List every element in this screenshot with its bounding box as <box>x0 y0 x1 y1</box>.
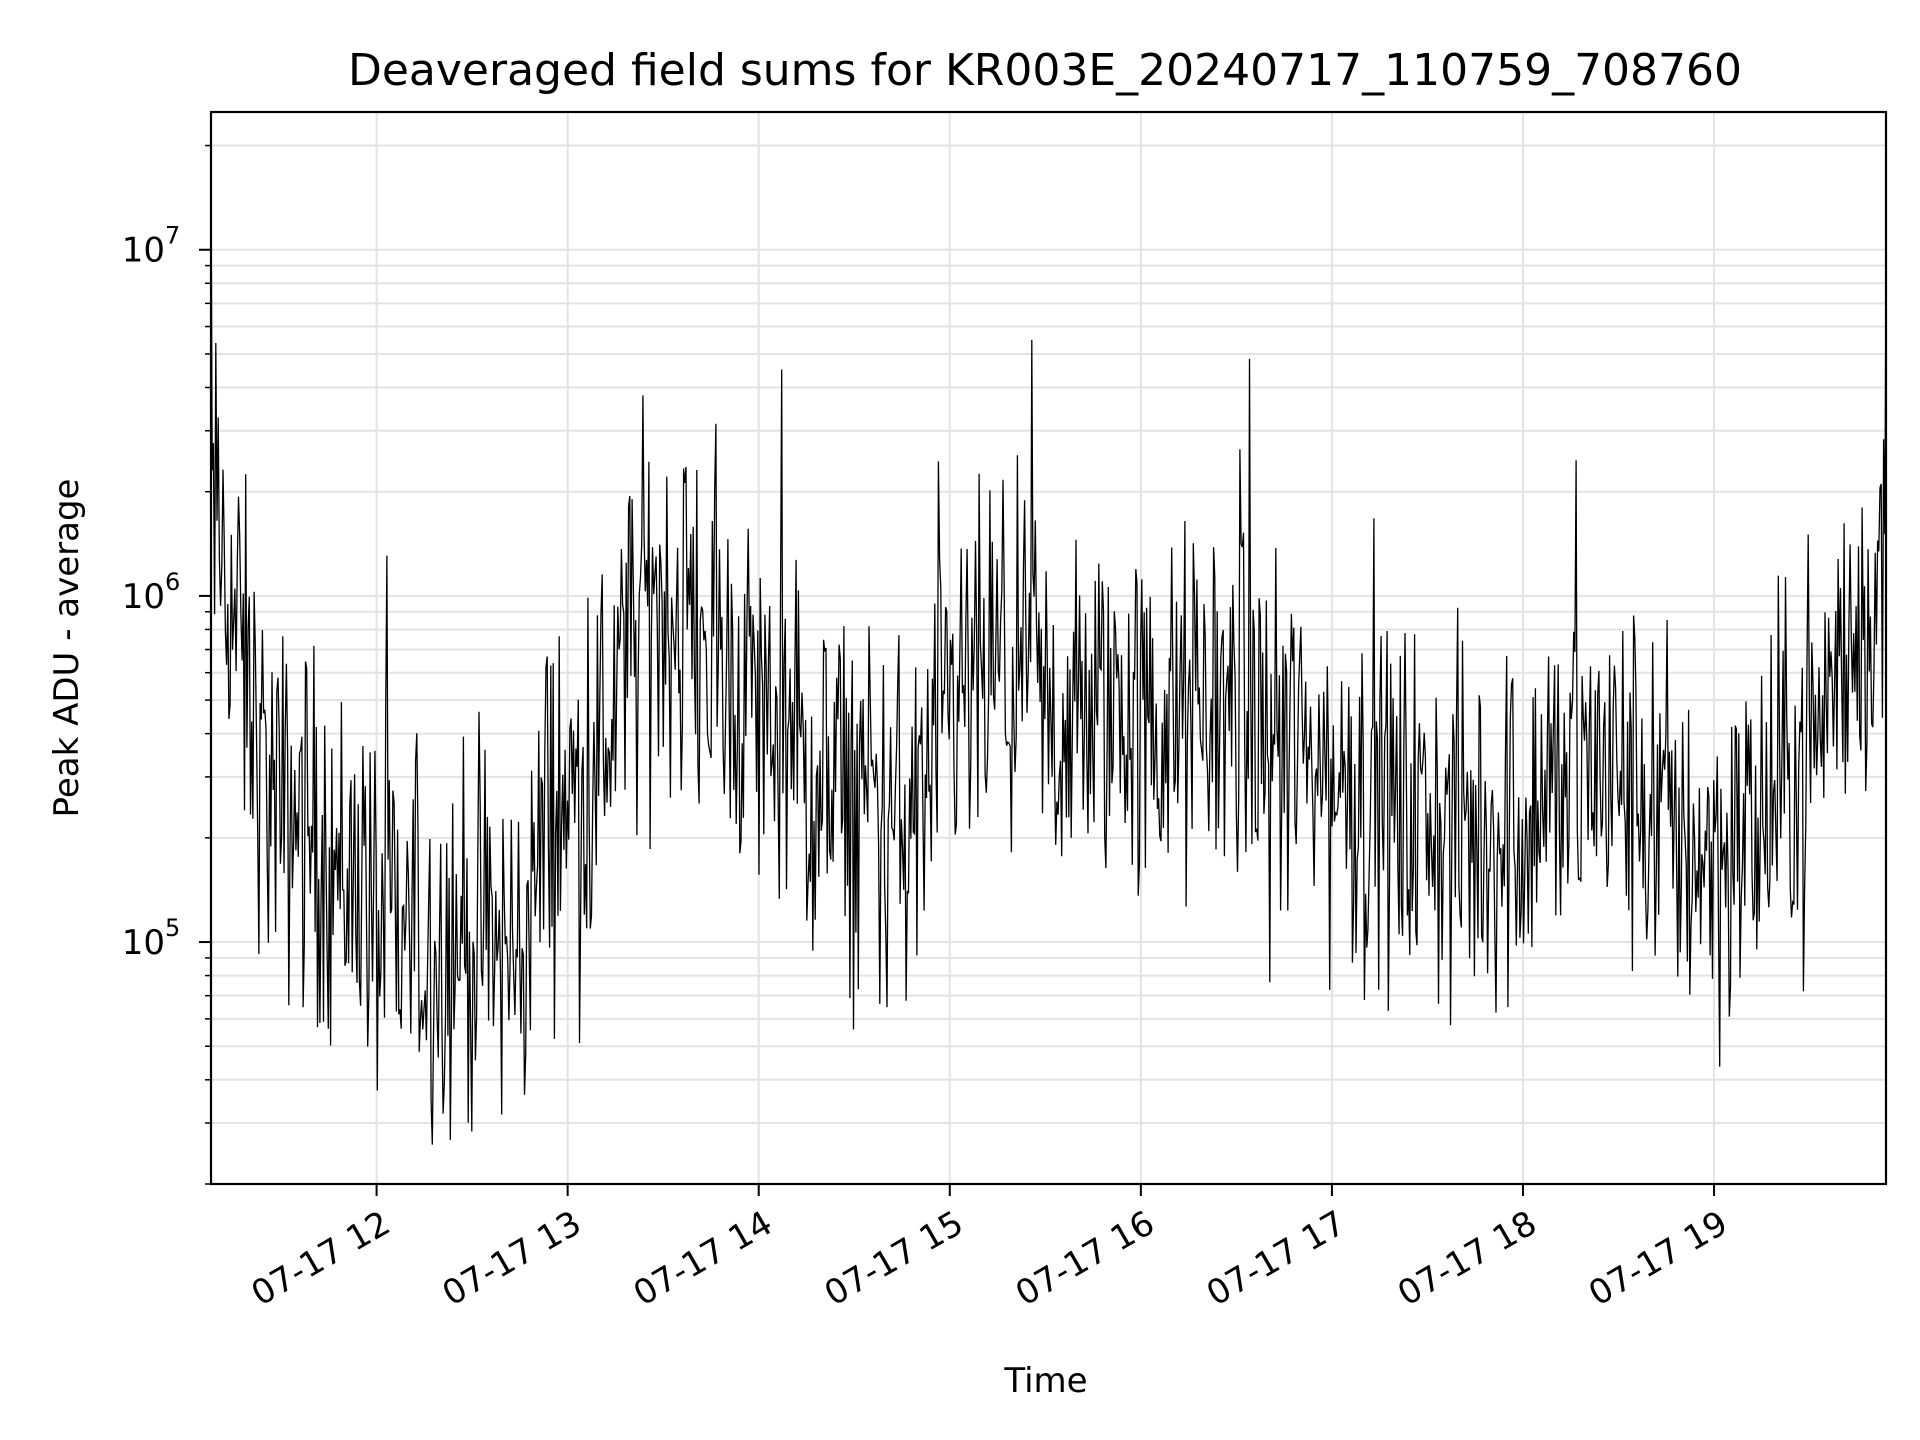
series-line <box>210 169 1887 1145</box>
y-axis-ticks: 105 106 107 <box>122 144 211 1185</box>
y-tick-label: 105 <box>122 914 181 963</box>
y-tick-label: 107 <box>122 222 181 271</box>
chart-title: Deaveraged field sums for KR003E_2024071… <box>348 45 1742 96</box>
plot-frame <box>209 110 1888 1186</box>
series-layer <box>210 169 1887 1145</box>
x-axis-label: Time <box>1003 1361 1087 1401</box>
y-tick-label: 106 <box>122 568 181 617</box>
y-axis-label: Peak ADU - average <box>47 479 87 818</box>
